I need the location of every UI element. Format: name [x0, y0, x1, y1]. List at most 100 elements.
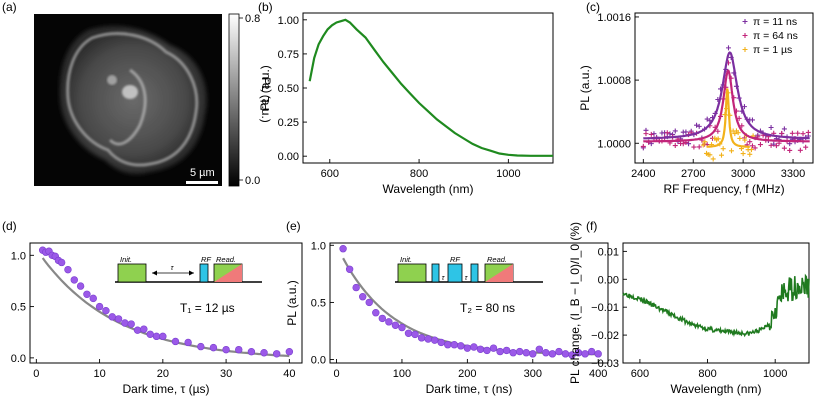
data-point-c-2-25 [742, 137, 748, 143]
y-tick-label-e-2: 1.0 [311, 240, 326, 252]
plot-frame-c [634, 12, 814, 164]
inset-d-tau: τ [171, 263, 175, 272]
data-point-d-24 [184, 338, 192, 347]
y-tick-label-d-1: 0.5 [11, 302, 26, 314]
data-point-c-0-4 [651, 131, 657, 137]
x-tick-label-c-2: 3000 [731, 168, 755, 180]
data-point-d-30 [260, 349, 268, 357]
data-point-e-20 [470, 343, 478, 351]
data-point-e-8 [391, 321, 400, 329]
data-point-c-0-21 [696, 123, 702, 129]
data-point-e-35 [568, 351, 576, 359]
inset-d-read: Read. [216, 255, 236, 264]
panel-label-d: (d) [2, 219, 17, 233]
x-tick-label-c-1: 2700 [681, 168, 705, 180]
data-point-e-11 [411, 330, 419, 339]
data-point-c-1-52 [779, 130, 785, 136]
x-tick-label-b-0: 600 [321, 168, 339, 180]
data-point-e-16 [444, 341, 452, 349]
data-point-d-8 [70, 276, 78, 284]
legend-label-c-0: π = 11 ns [753, 16, 797, 28]
y-tick-label-c-2: 1.0016 [597, 12, 631, 24]
data-point-c-1-19 [691, 144, 697, 150]
data-point-d-18 [133, 326, 142, 334]
series-line-b [308, 18, 553, 157]
data-point-e-12 [417, 334, 426, 342]
data-point-d-20 [146, 330, 154, 338]
data-point-c-2-0 [700, 142, 706, 148]
plot-frame-f [622, 242, 810, 364]
panel-a-image: 5 µm 0.8 0.0 PL (a.u.) [34, 13, 273, 187]
inset-e-tau-1: τ [442, 273, 446, 282]
y-tick-label-e-0: 0.0 [311, 355, 326, 367]
data-point-e-24 [496, 347, 504, 356]
y-tick-label-b-2: 0.50 [278, 83, 299, 95]
data-point-e-33 [555, 347, 563, 356]
plot-frame-d [29, 242, 303, 364]
x-tick-label-e-4: 400 [589, 368, 607, 380]
data-point-c-0-41 [749, 117, 755, 123]
y-tick-label-d-2: 1.0 [11, 250, 26, 262]
x-tick-label-e-0: 0 [333, 368, 339, 380]
x-tick-label-e-3: 300 [524, 368, 542, 380]
data-point-d-32 [285, 348, 294, 356]
data-point-d-26 [209, 343, 218, 352]
data-point-d-12 [95, 302, 104, 311]
y-tick-label-f-4: 0.01 [598, 246, 619, 258]
x-axis-label-c: RF Frequency, f (MHz) [663, 182, 784, 196]
scalebar-label: 5 µm [190, 167, 215, 179]
x-axis-label-d: Dark time, τ (µs) [123, 382, 210, 396]
data-point-d-19 [140, 325, 148, 333]
data-point-e-23 [489, 344, 498, 352]
chart-b: 600 800 1000 0.00 0.25 0.50 0.75 1.00 Wavelength… [258, 12, 554, 196]
data-point-c-2-9 [715, 136, 721, 142]
x-tick-label-c-3: 3300 [781, 168, 805, 180]
data-point-e-2 [352, 283, 360, 292]
annotation-t1: T₁ = 12 µs [180, 301, 235, 315]
chart-e: 0 100 200 300 400 0.0 0.5 1.0 Dark time, τ (ns) P… [285, 240, 609, 396]
panel-label-e: (e) [286, 219, 301, 233]
y-axis-label-c: PL (a.u.) [578, 65, 592, 111]
data-point-e-37 [581, 350, 589, 358]
y-tick-label-e-1: 0.5 [311, 297, 326, 309]
panel-label-f: (f) [586, 219, 597, 233]
y-tick-label-b-1: 0.25 [278, 117, 299, 129]
x-tick-label-f-2: 1000 [763, 368, 787, 380]
data-point-c-1-42 [752, 145, 758, 151]
y-tick-label-f-2: −0.01 [591, 302, 619, 314]
colorbar-label: PL (a.u.) [259, 77, 273, 123]
data-point-c-0-10 [667, 131, 673, 137]
data-point-c-1-1 [643, 131, 649, 137]
data-point-d-11 [89, 294, 97, 303]
data-point-e-4 [365, 298, 373, 307]
data-point-d-6 [57, 258, 66, 267]
data-point-e-6 [378, 314, 387, 323]
data-point-d-10 [83, 290, 91, 298]
data-point-e-1 [345, 265, 354, 273]
legend-marker-c-2 [742, 47, 748, 52]
data-point-c-1-15 [680, 141, 686, 147]
data-point-c-0-38 [741, 104, 747, 110]
inset-e-tau-2: τ [465, 273, 469, 282]
data-point-e-13 [424, 335, 432, 343]
y-tick-label-f-1: −0.02 [591, 330, 619, 342]
data-point-e-0 [339, 245, 347, 253]
data-point-e-19 [463, 344, 472, 352]
data-point-e-5 [372, 309, 380, 317]
fit-line-c-2 [706, 88, 750, 148]
colorbar [228, 13, 240, 187]
data-point-e-25 [502, 346, 511, 355]
inset-d-rf: RF [201, 255, 211, 264]
x-tick-label-e-1: 100 [393, 368, 411, 380]
data-point-c-2-28 [747, 151, 753, 157]
chart-d: 0 10 20 30 40 0.0 0.5 1.0 Dark time, τ (µs) PL (a… [11, 242, 303, 396]
y-tick-label-b-3: 0.75 [278, 49, 299, 61]
data-point-e-10 [404, 329, 413, 337]
data-point-c-0-32 [725, 45, 731, 51]
data-point-c-2-6 [710, 156, 716, 162]
colorbar-tick-min: 0.0 [245, 175, 260, 187]
data-point-d-31 [272, 350, 281, 358]
data-point-c-1-53 [781, 145, 787, 151]
data-point-c-1-3 [648, 131, 654, 137]
data-point-c-1-40 [747, 139, 753, 145]
